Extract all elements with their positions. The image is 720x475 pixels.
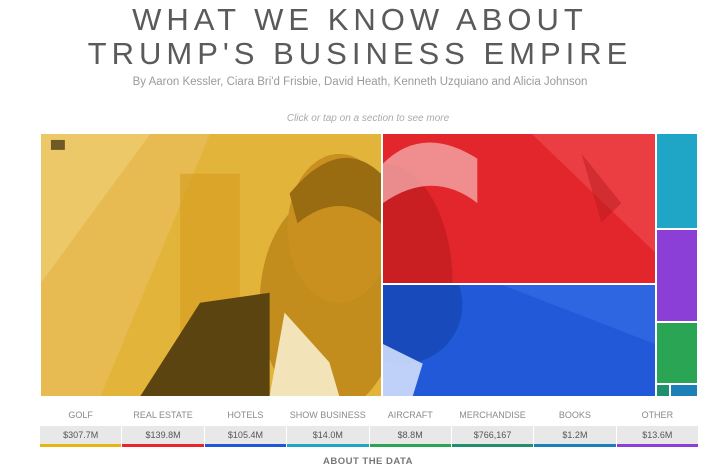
category-color-bar [451,444,534,447]
treemap-tile-other[interactable] [656,229,698,322]
treemap-tile-real-estate[interactable] [382,133,656,284]
category-value: $13.6M [616,426,698,444]
category-value: $105.4M [204,426,287,444]
category-real-estate[interactable]: REAL ESTATE $139.8M [122,405,204,447]
category-label: SHOW BUSINESS [289,410,366,420]
business-treemap [40,133,698,397]
category-color-bar [40,444,122,447]
real-estate-photo-overlay [383,134,655,283]
headline-line-1: WHAT WE KNOW ABOUT [132,2,588,37]
category-label: REAL ESTATE [133,410,193,420]
category-value: $139.8M [122,426,204,444]
category-merchandise[interactable]: MERCHANDISE $766,167 [451,405,534,447]
category-value: $1.2M [534,426,616,444]
treemap-tile-merchandise[interactable] [656,384,670,397]
treemap-tile-golf[interactable] [40,133,382,397]
treemap-tile-aircraft[interactable] [656,322,698,384]
category-color-bar [287,444,369,447]
category-value: $8.8M [369,426,451,444]
byline: By Aaron Kessler, Ciara Bri'd Frisbie, D… [132,76,588,88]
category-other[interactable]: OTHER $13.6M [616,405,698,447]
hotels-photo-overlay [383,285,655,396]
about-the-data-link[interactable]: ABOUT THE DATA [322,456,414,467]
treemap-tile-books[interactable] [670,384,698,397]
category-value: $307.7M [40,426,122,444]
category-value: $766,167 [451,426,534,444]
category-label: AIRCRAFT [387,410,433,420]
category-label: BOOKS [558,410,591,420]
category-color-bar [204,444,287,447]
category-color-bar [616,444,698,447]
category-legend: GOLF $307.7M REAL ESTATE $139.8M HOTELS … [40,405,698,447]
headline-line-2: TRUMP'S BUSINESS EMPIRE [87,36,633,71]
category-value: $14.0M [287,426,369,444]
category-label: MERCHANDISE [459,410,526,420]
category-label: GOLF [68,410,93,420]
category-aircraft[interactable]: AIRCRAFT $8.8M [369,405,451,447]
instruction-hint: Click or tap on a section to see more [286,113,450,124]
category-show-business[interactable]: SHOW BUSINESS $14.0M [287,405,369,447]
category-color-bar [122,444,204,447]
category-label: HOTELS [227,410,264,420]
treemap-tile-hotels[interactable] [382,284,656,397]
treemap-tile-show-business[interactable] [656,133,698,229]
category-color-bar [369,444,451,447]
category-golf[interactable]: GOLF $307.7M [40,405,122,447]
golf-photo-overlay [41,134,381,396]
category-label: OTHER [641,410,674,420]
category-color-bar [534,444,616,447]
category-books[interactable]: BOOKS $1.2M [534,405,616,447]
category-hotels[interactable]: HOTELS $105.4M [204,405,287,447]
